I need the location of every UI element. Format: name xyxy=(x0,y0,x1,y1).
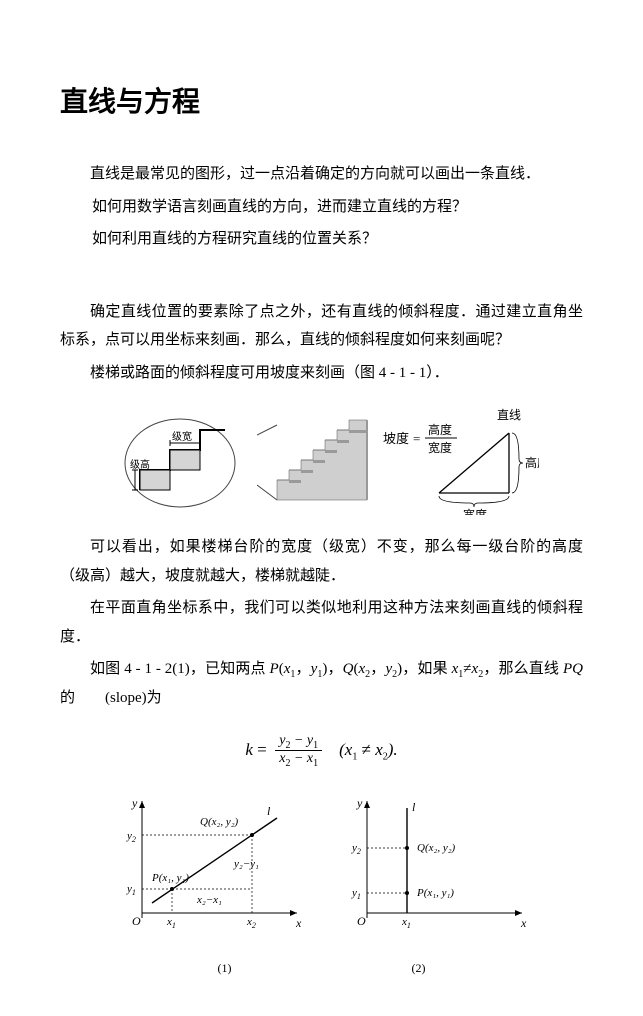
coord-diagram-2: O x y l x1 y1 y2 P(x₁, y₁) Q(x₂, y₂) xyxy=(337,793,532,943)
para-5: 如图 4 - 1 - 2(1)，已知两点 P(x1，y1)，Q(x2，y2)，如… xyxy=(60,655,583,713)
page-title: 直线与方程 xyxy=(60,80,583,120)
figure-4-1-2-captions: (1) (2) xyxy=(60,961,583,976)
svg-text:坡度: 坡度 xyxy=(383,431,409,446)
svg-text:Q(x₂, y₂): Q(x₂, y₂) xyxy=(200,816,239,828)
svg-text:O: O xyxy=(357,914,366,928)
svg-text:x1: x1 xyxy=(166,916,176,930)
svg-text:x: x xyxy=(520,916,527,930)
svg-text:y2: y2 xyxy=(126,830,136,844)
svg-text:l: l xyxy=(267,804,271,818)
svg-text:Q(x₂, y₂): Q(x₂, y₂) xyxy=(417,842,456,854)
svg-text:l: l xyxy=(412,800,416,814)
svg-text:y1: y1 xyxy=(351,887,361,901)
svg-text:级高: 级高 xyxy=(130,458,150,471)
coord-diagram-1: O x y l x1 x2 y1 y2 P(x₁, y₁) Q(x₂, y₂) … xyxy=(112,793,307,943)
para-4: 在平面直角坐标系中，我们可以类似地利用这种方法来刻画直线的倾斜程度． xyxy=(60,594,583,651)
para-1: 确定直线位置的要素除了点之外，还有直线的倾斜程度．通过建立直角坐标系，点可以用坐… xyxy=(60,298,583,355)
svg-text:O: O xyxy=(132,914,141,928)
staircase-photo-icon xyxy=(257,405,377,515)
svg-text:y2: y2 xyxy=(351,842,361,856)
svg-text:y₂−y₁: y₂−y₁ xyxy=(233,858,259,870)
svg-text:x1: x1 xyxy=(401,916,411,930)
para-3: 可以看出，如果楼梯台阶的宽度（级宽）不变，那么每一级台阶的高度（级高）越大，坡度… xyxy=(60,533,583,590)
svg-text:P(x₁, y₁): P(x₁, y₁) xyxy=(151,872,189,884)
svg-text:高度: 高度 xyxy=(525,455,539,470)
svg-text:y: y xyxy=(131,796,138,810)
svg-text:宽度: 宽度 xyxy=(463,507,487,515)
slope-formula: k = y2 − y1 x2 − x1 (x1 ≠ x2). xyxy=(60,733,583,770)
svg-text:y1: y1 xyxy=(126,883,136,897)
para-intro: 直线是最常见的图形，过一点沿着确定的方向就可以画出一条直线． xyxy=(60,160,583,189)
stair-step-icon: 级宽 级高 xyxy=(105,405,255,515)
question-1: 如何用数学语言刻画直线的方向，进而建立直线的方程？ xyxy=(92,193,583,222)
figure-4-1-2: O x y l x1 x2 y1 y2 P(x₁, y₁) Q(x₂, y₂) … xyxy=(60,793,583,943)
svg-text:P(x₁, y₁): P(x₁, y₁) xyxy=(416,887,454,899)
svg-text:直线: 直线 xyxy=(497,408,521,422)
svg-text:级宽: 级宽 xyxy=(172,430,192,443)
figure-4-1-1: 级宽 级高 xyxy=(60,405,583,515)
question-2: 如何利用直线的方程研究直线的位置关系？ xyxy=(92,225,583,254)
svg-text:宽度: 宽度 xyxy=(428,440,452,455)
para-2: 楼梯或路面的倾斜程度可用坡度来刻画（图 4 - 1 - 1）． xyxy=(60,359,583,388)
svg-text:y: y xyxy=(356,796,363,810)
svg-text:x₂−x₁: x₂−x₁ xyxy=(196,894,222,906)
slope-triangle-icon: 直线 坡度 = 高度 宽度 高度 宽度 xyxy=(379,405,539,515)
svg-text:高度: 高度 xyxy=(428,422,452,437)
svg-text:x2: x2 xyxy=(246,916,256,930)
svg-text:=: = xyxy=(413,431,420,446)
svg-text:x: x xyxy=(295,916,302,930)
